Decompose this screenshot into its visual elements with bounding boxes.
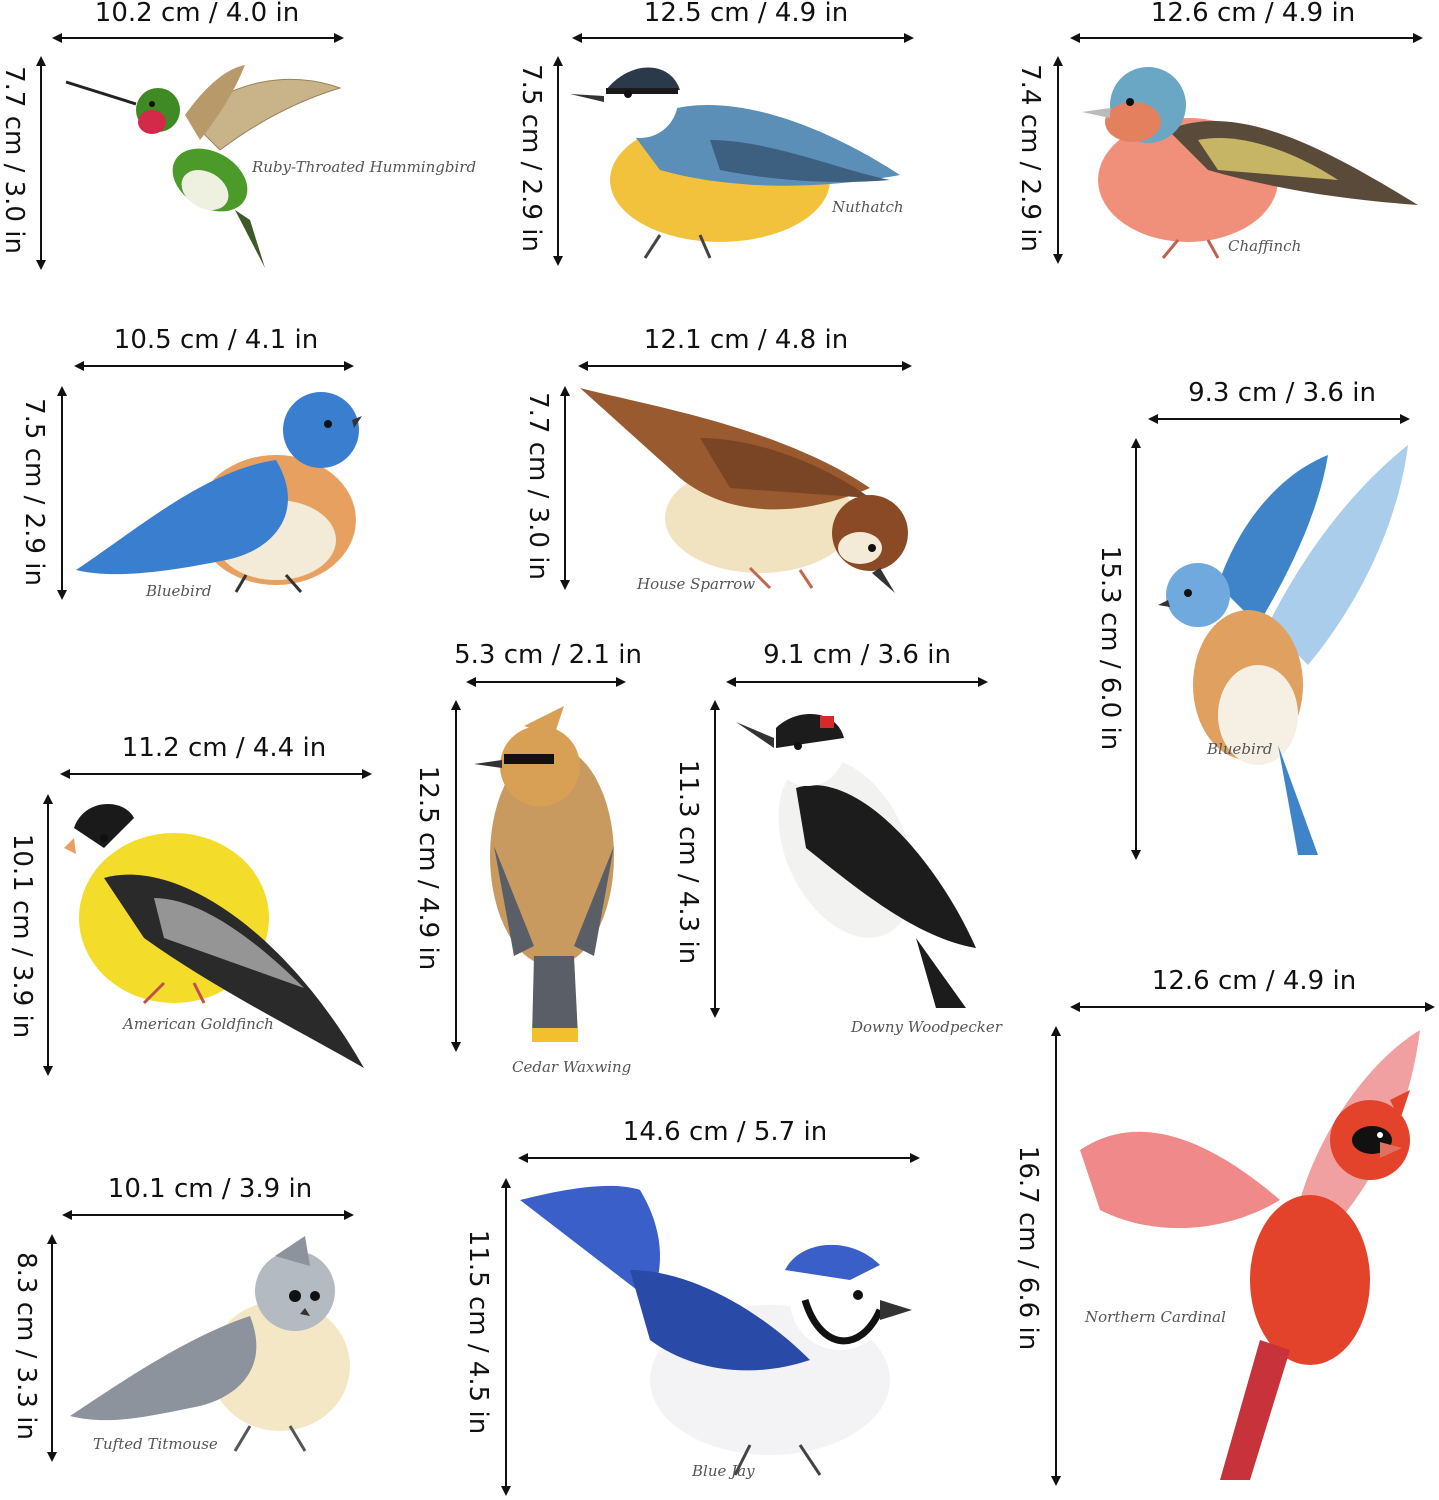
bluebird-flying-illustration — [1158, 445, 1408, 855]
width-arrow — [518, 1153, 920, 1163]
width-label: 10.5 cm / 4.1 in — [113, 325, 319, 355]
height-label: 8.3 cm / 3.3 in — [11, 1252, 41, 1440]
width-arrow — [74, 361, 354, 371]
chaffinch-illustration — [1082, 67, 1418, 259]
blue-jay-illustration — [520, 1185, 912, 1476]
width-label: 12.6 cm / 4.9 in — [1151, 966, 1357, 996]
height-arrow — [47, 1234, 57, 1462]
width-label: 12.6 cm / 4.9 in — [1150, 0, 1356, 28]
width-arrow — [62, 1210, 354, 1220]
bird-name: American Goldfinch — [123, 1015, 274, 1033]
height-arrow — [1053, 56, 1063, 264]
width-label: 12.5 cm / 4.9 in — [643, 0, 849, 28]
height-label: 12.5 cm / 4.9 in — [413, 765, 443, 971]
bird-name: Tufted Titmouse — [93, 1435, 218, 1453]
width-arrow — [60, 769, 372, 779]
house-sparrow-illustration — [580, 388, 908, 593]
northern-cardinal-illustration — [1080, 1030, 1420, 1480]
bird-name: Blue Jay — [692, 1462, 755, 1480]
width-arrow — [52, 33, 344, 43]
height-label: 16.7 cm / 6.6 in — [1013, 1145, 1043, 1351]
width-label: 14.6 cm / 5.7 in — [622, 1117, 828, 1147]
height-label: 7.5 cm / 2.9 in — [516, 64, 546, 252]
width-arrow — [578, 361, 912, 371]
height-arrow — [1131, 438, 1141, 860]
bird-name: Bluebird — [146, 582, 212, 600]
height-arrow — [560, 386, 570, 590]
height-arrow — [36, 56, 46, 270]
width-label: 10.2 cm / 4.0 in — [94, 0, 300, 28]
height-label: 11.3 cm / 4.3 in — [673, 759, 703, 965]
height-label: 7.5 cm / 2.9 in — [19, 398, 49, 586]
width-arrow — [1148, 414, 1410, 424]
bird-name: Downy Woodpecker — [851, 1018, 1002, 1036]
width-label: 9.1 cm / 3.6 in — [763, 640, 951, 670]
width-arrow — [466, 677, 626, 687]
height-label: 7.7 cm / 3.0 in — [523, 392, 553, 580]
bird-name: Nuthatch — [832, 198, 904, 216]
bird-name: Ruby-Throated Hummingbird — [252, 158, 477, 176]
height-arrow — [710, 700, 720, 1018]
width-label: 5.3 cm / 2.1 in — [454, 640, 642, 670]
width-arrow — [726, 677, 988, 687]
american-goldfinch-illustration — [64, 804, 364, 1068]
bird-name: Cedar Waxwing — [512, 1058, 632, 1076]
width-arrow — [572, 33, 914, 43]
height-arrow — [43, 794, 53, 1076]
width-label: 10.1 cm / 3.9 in — [107, 1174, 313, 1204]
width-label: 9.3 cm / 3.6 in — [1188, 378, 1376, 408]
height-label: 10.1 cm / 3.9 in — [7, 833, 37, 1039]
height-label: 11.5 cm / 4.5 in — [463, 1229, 493, 1435]
bird-name: Northern Cardinal — [1085, 1308, 1226, 1326]
width-arrow — [1070, 33, 1423, 43]
height-arrow — [451, 700, 461, 1052]
height-arrow — [1051, 1026, 1061, 1486]
bird-name: Chaffinch — [1228, 237, 1302, 255]
height-label: 7.4 cm / 2.9 in — [1015, 64, 1045, 252]
hummingbird-illustration — [65, 65, 342, 268]
width-arrow — [1070, 1002, 1435, 1012]
bird-name: Bluebird — [1207, 740, 1273, 758]
tufted-titmouse-illustration — [70, 1236, 350, 1452]
height-arrow — [501, 1178, 511, 1496]
height-label: 15.3 cm / 6.0 in — [1095, 545, 1125, 751]
width-label: 12.1 cm / 4.8 in — [643, 325, 849, 355]
height-arrow — [553, 56, 563, 266]
width-label: 11.2 cm / 4.4 in — [121, 733, 327, 763]
nuthatch-illustration — [570, 62, 900, 259]
downy-woodpecker-illustration — [736, 714, 976, 1008]
height-label: 7.7 cm / 3.0 in — [0, 66, 29, 254]
height-arrow — [57, 386, 67, 600]
cedar-waxwing-illustration — [474, 706, 614, 1042]
bluebird-sitting-illustration — [76, 392, 362, 593]
bird-name: House Sparrow — [637, 575, 756, 593]
